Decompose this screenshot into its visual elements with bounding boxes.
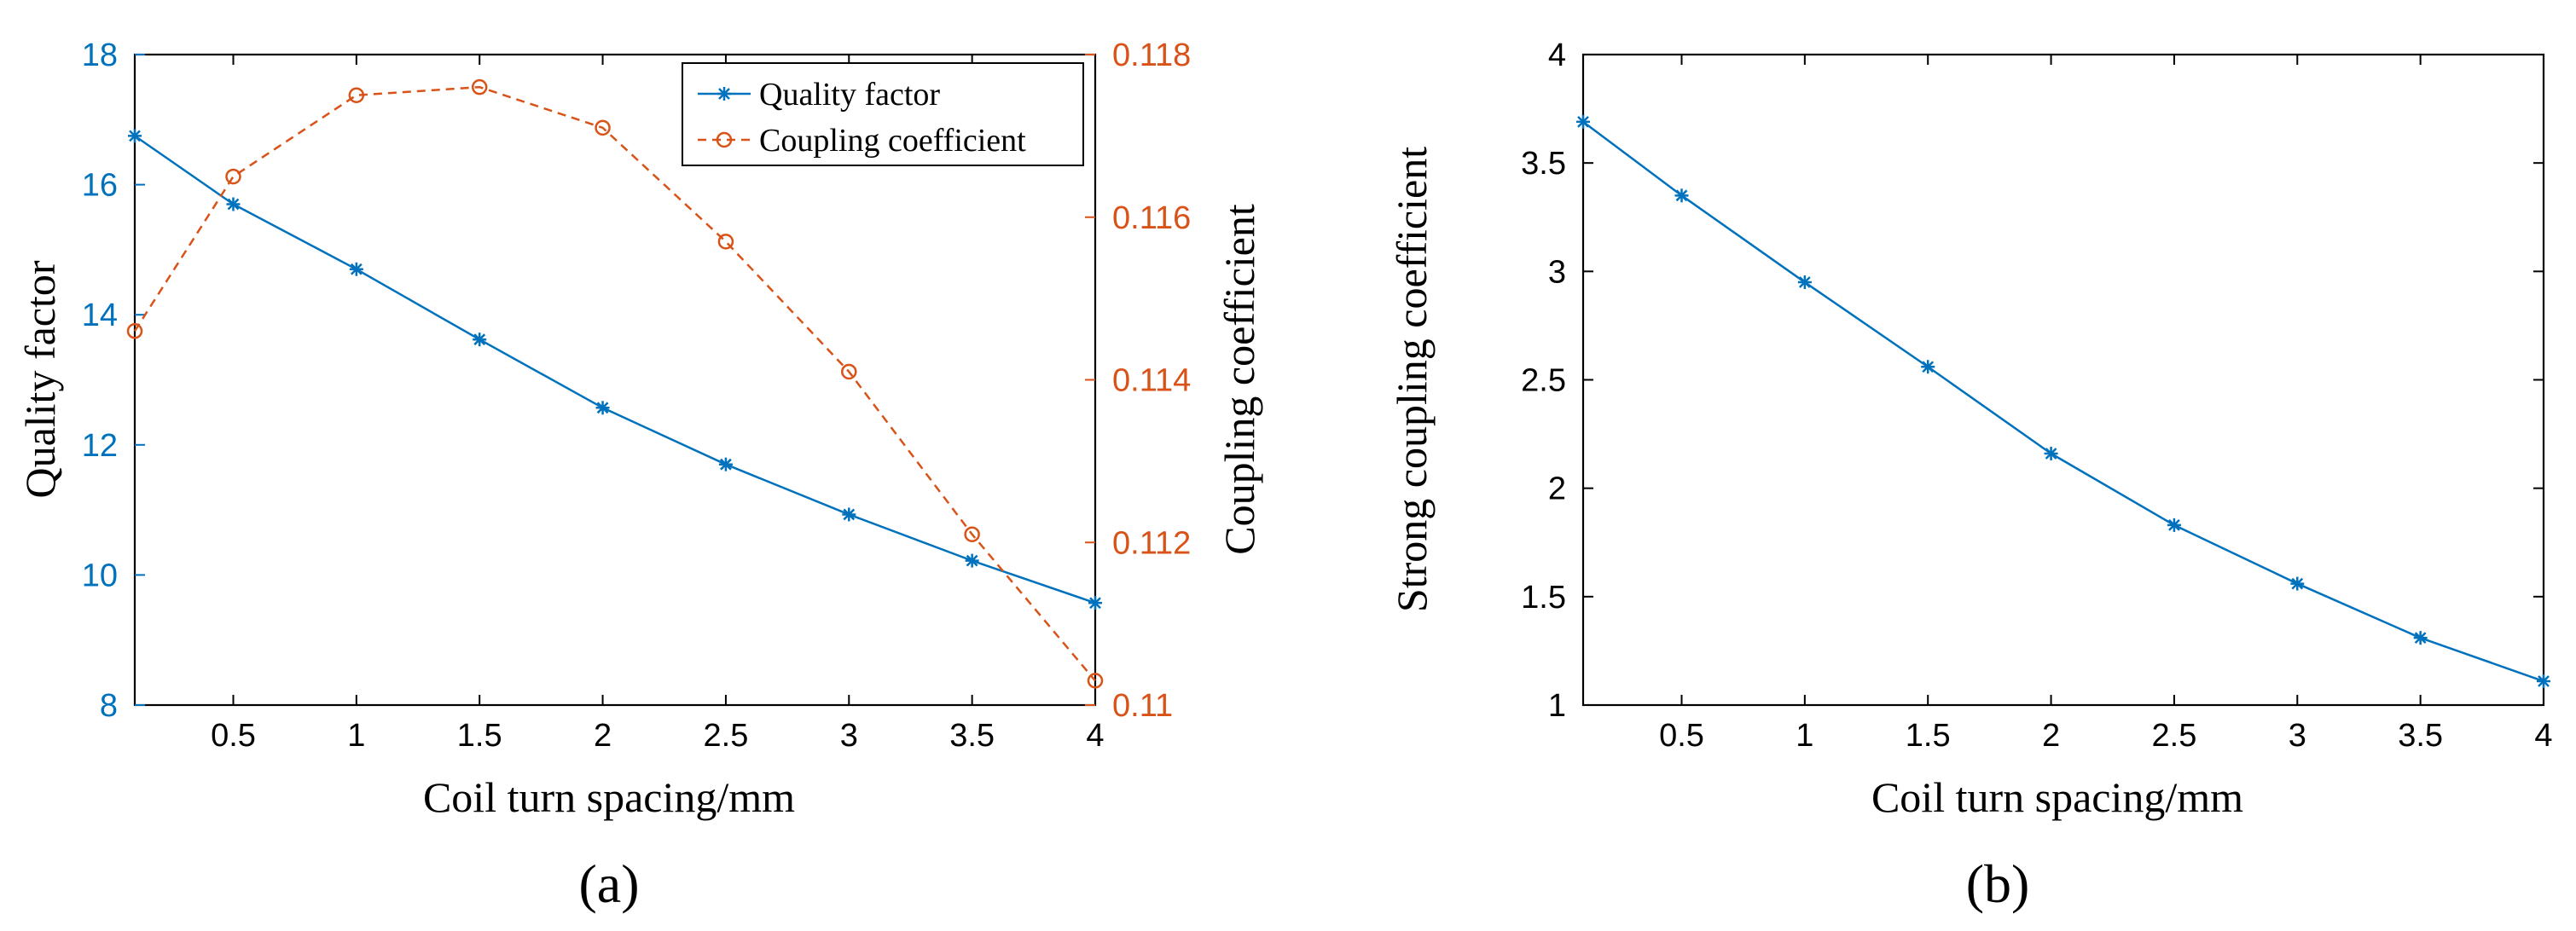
x-tick-label: 2.5 — [704, 718, 749, 754]
x-tick-label: 3 — [840, 718, 858, 754]
coupling-coefficient-point — [841, 363, 857, 380]
quality-factor-point — [226, 197, 241, 211]
coupling-coefficient-point — [964, 526, 980, 542]
quality-factor-point — [349, 262, 363, 276]
y-tick-label-left: 14 — [82, 298, 118, 333]
quality-factor-point — [842, 507, 856, 522]
y-tick-label-right: 0.112 — [1112, 525, 1191, 561]
y-tick-label-left: 16 — [82, 168, 118, 204]
x-tick-label: 1 — [1796, 718, 1813, 754]
legend-quality-marker — [717, 87, 731, 101]
y-tick-label: 3.5 — [1521, 146, 1566, 182]
x-tick-label: 1 — [347, 718, 365, 754]
y-tick-label-right: 0.118 — [1112, 38, 1191, 73]
chart-a-y-axis-title-right: Coupling coefficient — [1215, 204, 1263, 555]
chart-a-legend: Quality factor Coupling coefficient — [682, 62, 1084, 166]
chart-a-y-ticks-right: 0.11 0.112 0.114 0.116 0.118 — [1085, 38, 1191, 724]
legend-coupling-marker — [716, 131, 733, 148]
coupling-coefficient-point — [1087, 673, 1104, 689]
x-tick-label: 1.5 — [457, 718, 502, 754]
coupling-coefficient-point — [717, 234, 734, 250]
chart-b-x-ticks: 0.5 1 1.5 2 2.5 3 3.5 4 — [1659, 55, 2553, 754]
chart-a-series — [126, 78, 1104, 689]
quality-factor-point — [1088, 596, 1102, 610]
y-tick-label: 4 — [1548, 38, 1566, 73]
series-quality-factor-line — [134, 135, 1096, 604]
chart-a-y-ticks-left: 8 10 12 14 16 18 — [82, 38, 145, 724]
strong-coupling-point — [2044, 446, 2058, 460]
chart-a-x-axis-title: Coil turn spacing/mm — [423, 773, 795, 821]
y-tick-label-left: 10 — [82, 558, 118, 593]
x-tick-label: 2.5 — [2152, 718, 2197, 754]
strong-coupling-point — [1921, 360, 1935, 374]
y-tick-label: 2.5 — [1521, 363, 1566, 399]
x-tick-label: 2 — [2042, 718, 2060, 754]
chart-b-x-axis-title: Coil turn spacing/mm — [1871, 773, 2243, 821]
chart-a-panel-label: (a) — [578, 853, 639, 914]
x-tick-label: 3 — [2289, 718, 2306, 754]
legend-quality-label: Quality factor — [759, 77, 940, 113]
y-tick-label-left: 12 — [82, 428, 118, 464]
chart-b-panel-label: (b) — [1966, 853, 2030, 914]
strong-coupling-point — [1674, 188, 1689, 203]
quality-factor-point — [473, 332, 487, 347]
chart-b: 0.5 1 1.5 2 2.5 3 3.5 4 1 1.5 2 2.5 3 3.5 4 Coil turn… — [1388, 38, 2553, 914]
y-tick-label: 2 — [1548, 471, 1566, 507]
y-tick-label-left: 18 — [82, 38, 118, 73]
x-tick-label: 1.5 — [1906, 718, 1951, 754]
strong-coupling-point — [1797, 275, 1812, 290]
series-coupling-coefficient-line — [133, 85, 1096, 682]
strong-coupling-point — [2413, 631, 2428, 645]
y-tick-label-right: 0.116 — [1112, 200, 1191, 236]
x-tick-label: 2 — [594, 718, 612, 754]
chart-b-series — [1576, 114, 2550, 689]
strong-coupling-point — [2167, 518, 2181, 532]
quality-factor-point — [965, 553, 979, 568]
strong-coupling-point — [1576, 114, 1590, 129]
x-tick-label: 4 — [1086, 718, 1104, 754]
x-tick-label: 4 — [2534, 718, 2552, 754]
strong-coupling-point — [2537, 674, 2550, 689]
y-tick-label: 1 — [1548, 688, 1566, 724]
chart-a-y-axis-title-left: Quality factor — [16, 260, 64, 498]
chart-a-x-ticks: 0.5 1 1.5 2 2.5 3 3.5 4 — [211, 55, 1105, 754]
x-tick-label: 0.5 — [211, 718, 256, 754]
quality-factor-point — [128, 129, 142, 143]
chart-b-y-axis-title: Strong coupling coefficient — [1388, 147, 1436, 612]
chart-a-legend-box — [682, 62, 1084, 166]
y-tick-label-right: 0.11 — [1112, 688, 1173, 724]
strong-coupling-point — [2290, 576, 2305, 591]
series-strong-coupling-line — [1582, 120, 2544, 683]
coupling-coefficient-point — [471, 78, 488, 95]
quality-factor-point — [718, 457, 733, 471]
quality-factor-point — [595, 401, 610, 415]
chart-b-y-ticks: 1 1.5 2 2.5 3 3.5 4 — [1521, 38, 2544, 724]
chart-b-plot-frame — [1581, 53, 2545, 707]
x-tick-label: 0.5 — [1659, 718, 1704, 754]
y-tick-label: 1.5 — [1521, 580, 1566, 616]
coupling-coefficient-point — [348, 87, 365, 103]
coupling-coefficient-point — [225, 168, 241, 185]
legend-coupling-label: Coupling coefficient — [759, 123, 1026, 159]
coupling-coefficient-point — [126, 323, 143, 339]
x-tick-label: 3.5 — [949, 718, 995, 754]
x-tick-label: 3.5 — [2398, 718, 2443, 754]
y-tick-label-left: 8 — [100, 688, 118, 724]
y-tick-label: 3 — [1548, 254, 1566, 290]
coupling-coefficient-point — [595, 119, 611, 136]
y-tick-label-right: 0.114 — [1112, 363, 1191, 399]
